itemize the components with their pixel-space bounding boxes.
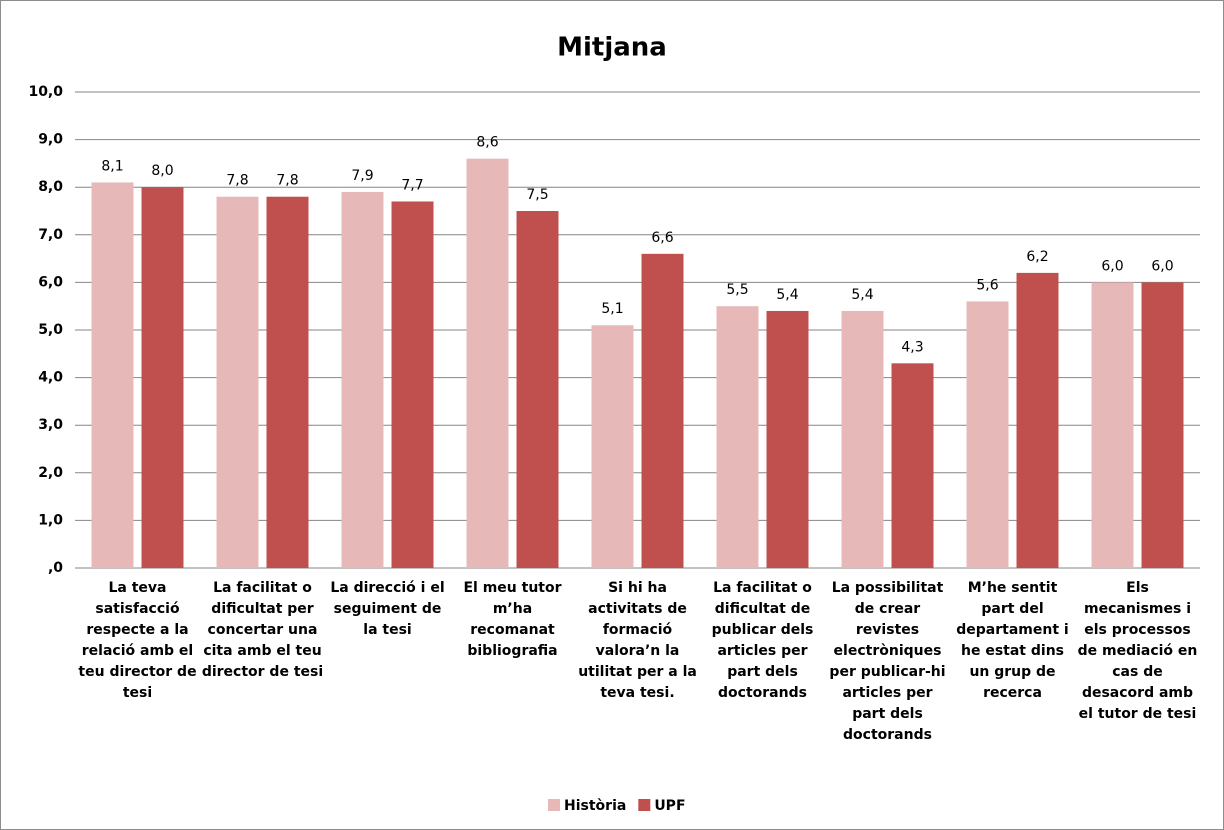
y-tick-label: 1,0: [38, 512, 63, 528]
x-tick-label: Si hi ha activitats de formació valora’n…: [578, 580, 697, 701]
y-tick-label: 6,0: [38, 274, 63, 290]
y-tick-label: 8,0: [38, 179, 63, 195]
x-tick-label: M’he sentit part del departament i he es…: [956, 580, 1069, 701]
bar: [1141, 282, 1184, 568]
y-tick-label: 7,0: [38, 227, 63, 243]
data-label: 6,0: [1101, 258, 1123, 274]
data-label: 8,0: [151, 163, 173, 179]
data-label: 7,8: [276, 173, 298, 189]
y-tick-label: 5,0: [38, 322, 63, 338]
y-tick-label: 9,0: [38, 132, 63, 148]
data-label: 5,4: [851, 287, 873, 303]
bar: [266, 196, 309, 568]
data-label: 5,5: [726, 282, 748, 298]
data-label: 8,1: [101, 158, 123, 174]
data-label: 5,6: [976, 277, 998, 293]
y-tick-label: 10,0: [28, 84, 63, 100]
bar: [1016, 272, 1059, 568]
data-label: 7,9: [351, 168, 373, 184]
bar: [841, 310, 884, 568]
chart-title: Mitjana: [557, 33, 667, 63]
x-tick-label: La facilitat o dificultat per concertar …: [201, 580, 324, 680]
bar: [91, 182, 134, 568]
x-tick-label: El meu tutor m’ha recomanat bibliografia: [463, 580, 562, 659]
bar: [1091, 282, 1134, 568]
bar: [516, 211, 559, 568]
data-label: 7,7: [401, 177, 423, 193]
data-label: 7,8: [226, 173, 248, 189]
bar: [641, 253, 684, 568]
data-label: 7,5: [526, 187, 548, 203]
bar: [341, 191, 384, 568]
bar: [766, 310, 809, 568]
data-label: 8,6: [476, 135, 498, 151]
bar: [391, 201, 434, 569]
x-tick-label: La direcció i el seguiment de la tesi: [330, 580, 445, 638]
bar: [966, 301, 1009, 568]
data-label: 6,0: [1151, 258, 1173, 274]
y-tick-label: 2,0: [38, 465, 63, 481]
data-label: 6,2: [1026, 249, 1048, 265]
data-label: 5,4: [776, 287, 798, 303]
y-tick-label: ,0: [48, 560, 63, 576]
x-tick-label: Els mecanismes i els processos de mediac…: [1077, 580, 1198, 722]
bar: [891, 363, 934, 568]
x-tick-label: La teva satisfacció respecte a la relaci…: [78, 580, 197, 701]
legend-swatch: [548, 799, 560, 811]
bar: [466, 158, 509, 568]
x-tick-label: La possibilitat de crear revistes electr…: [829, 580, 946, 743]
legend-label: Història: [564, 798, 626, 814]
bar: [591, 325, 634, 568]
bar: [716, 306, 759, 568]
data-label: 5,1: [601, 301, 623, 317]
x-tick-label: La facilitat o dificultat de publicar de…: [711, 580, 814, 701]
legend-swatch: [638, 799, 651, 811]
y-tick-label: 3,0: [38, 417, 63, 433]
data-label: 6,6: [651, 230, 673, 246]
bar: [216, 196, 259, 568]
legend-label: UPF: [654, 798, 685, 814]
data-label: 4,3: [901, 339, 923, 355]
y-tick-label: 4,0: [38, 370, 63, 386]
bar: [141, 187, 184, 568]
